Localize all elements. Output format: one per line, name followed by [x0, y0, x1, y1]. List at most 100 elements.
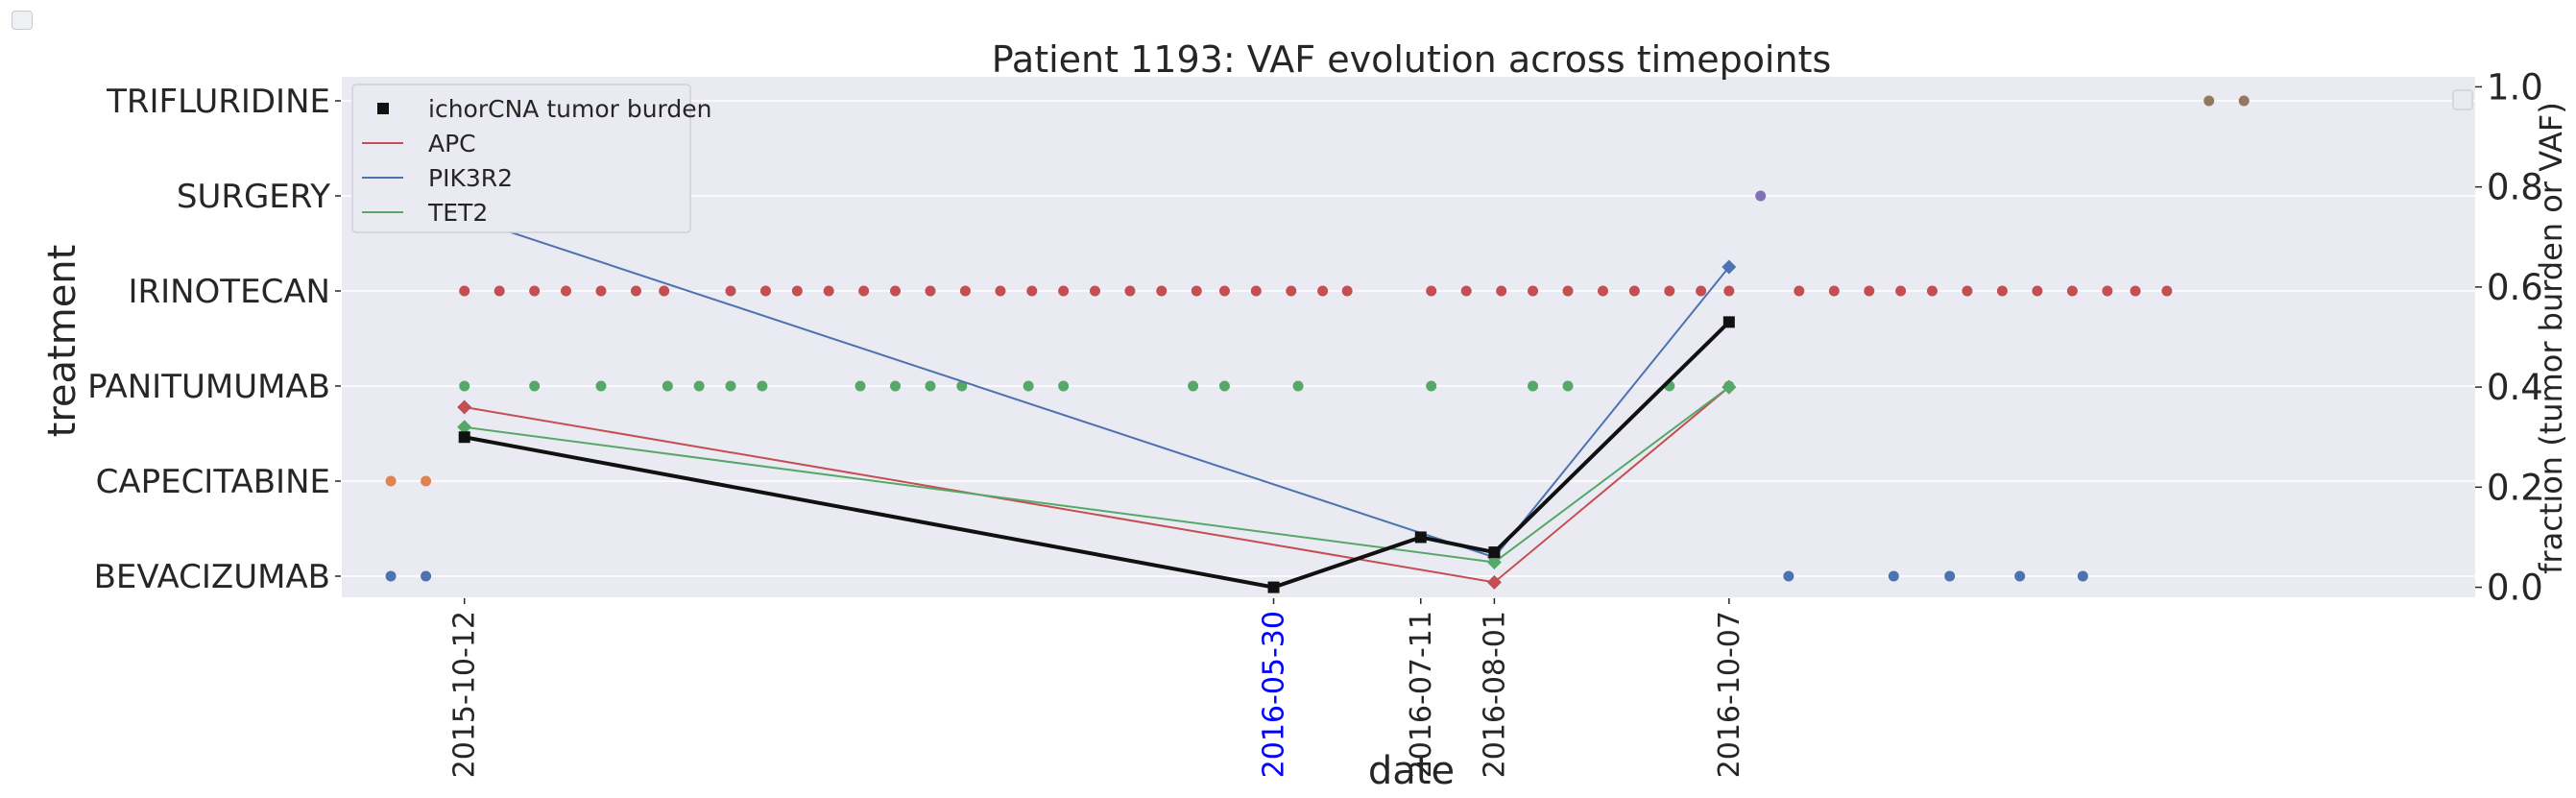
rtick-0-8: 0.8: [2487, 167, 2543, 208]
legend-label-ichorcna-tumor-burden: ichorCNA tumor burden: [428, 95, 711, 123]
event-irinotecan-3: [561, 285, 572, 297]
event-panitumumab-9: [925, 380, 936, 392]
event-irinotecan-35: [1696, 285, 1707, 297]
point-ichorcna-tumor-burden-3: [1488, 546, 1501, 559]
event-panitumumab-11: [1023, 380, 1034, 392]
event-irinotecan-20: [1156, 285, 1168, 297]
event-panitumumab-12: [1058, 380, 1070, 392]
event-irinotecan-8: [759, 285, 771, 297]
corner-checkbox: [12, 11, 33, 30]
point-ichorcna-tumor-burden-2: [1414, 531, 1427, 544]
event-panitumumab-2: [595, 380, 607, 392]
event-irinotecan-5: [630, 285, 641, 297]
point-apc-0: [457, 399, 472, 415]
event-irinotecan-27: [1426, 285, 1437, 297]
event-capecitabine-0: [385, 475, 397, 487]
point-ichorcna-tumor-burden-0: [458, 431, 470, 444]
xtick-2016-05-30: 2016-05-30: [1258, 611, 1291, 778]
event-irinotecan-34: [1664, 285, 1675, 297]
event-irinotecan-15: [995, 285, 1006, 297]
chart-title: Patient 1193: VAF evolution across timep…: [992, 38, 1832, 81]
ytick-irinotecan: IRINOTECAN: [128, 273, 330, 311]
event-bevacizumab-5: [2014, 570, 2026, 582]
legend-frame: [351, 84, 691, 233]
event-irinotecan-9: [791, 285, 803, 297]
event-irinotecan-42: [1962, 285, 1973, 297]
event-irinotecan-2: [529, 285, 541, 297]
event-bevacizumab-6: [2077, 570, 2088, 582]
event-bevacizumab-3: [1888, 570, 1899, 582]
event-panitumumab-0: [459, 380, 470, 392]
legend-label-pik3r2: PIK3R2: [428, 164, 513, 192]
event-irinotecan-18: [1089, 285, 1100, 297]
legend-label-apc: APC: [428, 130, 476, 157]
event-panitumumab-3: [662, 380, 673, 392]
event-panitumumab-1: [529, 380, 541, 392]
event-trifluridine-0: [2203, 95, 2215, 107]
event-bevacizumab-4: [1944, 570, 1956, 582]
event-irinotecan-43: [1996, 285, 2008, 297]
ytick-bevacizumab: BEVACIZUMAB: [94, 558, 330, 596]
event-irinotecan-11: [858, 285, 870, 297]
event-irinotecan-39: [1864, 285, 1875, 297]
event-irinotecan-32: [1597, 285, 1608, 297]
event-irinotecan-6: [659, 285, 670, 297]
event-capecitabine-1: [421, 475, 432, 487]
event-irinotecan-4: [595, 285, 607, 297]
date-axis: 2015-10-12 2016-05-30 2016-07-11 2016-08-01…: [448, 598, 1746, 778]
event-panitumumab-18: [1562, 380, 1574, 392]
event-irinotecan-21: [1191, 285, 1202, 297]
treatment-events: [385, 95, 2250, 582]
event-irinotecan-36: [1723, 285, 1735, 297]
event-panitumumab-7: [855, 380, 866, 392]
empty-legend-box: [2452, 89, 2473, 110]
event-irinotecan-37: [1794, 285, 1805, 297]
event-irinotecan-12: [889, 285, 901, 297]
event-irinotecan-31: [1562, 285, 1574, 297]
fraction-axis: 0.0 0.2 0.4 0.6 0.8 1.0: [2475, 66, 2543, 609]
event-irinotecan-30: [1528, 285, 1539, 297]
xtick-2016-10-07: 2016-10-07: [1713, 611, 1746, 778]
event-bevacizumab-0: [385, 570, 397, 582]
rtick-1-0: 1.0: [2487, 66, 2543, 108]
event-bevacizumab-2: [1783, 570, 1794, 582]
event-irinotecan-10: [823, 285, 834, 297]
event-panitumumab-4: [693, 380, 705, 392]
event-irinotecan-17: [1058, 285, 1070, 297]
rtick-0-6: 0.6: [2487, 267, 2543, 308]
event-irinotecan-48: [2161, 285, 2173, 297]
ytick-panitumumab: PANITUMUMAB: [87, 368, 330, 406]
legend-label-tet2: TET2: [427, 199, 488, 227]
grid: [342, 100, 2475, 577]
event-panitumumab-5: [725, 380, 736, 392]
legend: ichorCNA tumor burden APC PIK3R2 TET2: [351, 84, 711, 233]
treatment-axis: BEVACIZUMAB CAPECITABINE PANITUMUMAB IRINOT…: [87, 83, 341, 596]
rtick-0-4: 0.4: [2487, 367, 2543, 408]
y-axis-label-right: fraction (tumor burden or VAF): [2533, 102, 2569, 574]
point-apc-1: [1486, 574, 1502, 590]
event-panitumumab-16: [1426, 380, 1437, 392]
event-irinotecan-13: [925, 285, 936, 297]
event-irinotecan-28: [1460, 285, 1472, 297]
event-panitumumab-10: [956, 380, 968, 392]
event-irinotecan-19: [1124, 285, 1136, 297]
rtick-0-0: 0.0: [2487, 568, 2543, 609]
event-trifluridine-1: [2238, 95, 2250, 107]
event-irinotecan-1: [494, 285, 505, 297]
event-irinotecan-45: [2066, 285, 2078, 297]
event-surgery-0: [1755, 190, 1767, 202]
point-tet2-2: [1721, 379, 1737, 395]
xtick-2015-10-12: 2015-10-12: [448, 611, 482, 778]
ytick-surgery: SURGERY: [177, 178, 330, 216]
xtick-2016-08-01: 2016-08-01: [1478, 611, 1511, 778]
event-panitumumab-17: [1528, 380, 1539, 392]
y-axis-label-left: treatment: [40, 245, 84, 438]
event-panitumumab-14: [1218, 380, 1230, 392]
legend-marker-ichorcna-tumor-burden: [377, 103, 389, 114]
point-pik3r2-2: [1721, 259, 1737, 275]
event-irinotecan-22: [1218, 285, 1230, 297]
rtick-0-2: 0.2: [2487, 467, 2543, 508]
point-tet2-0: [457, 420, 472, 435]
event-irinotecan-46: [2102, 285, 2113, 297]
